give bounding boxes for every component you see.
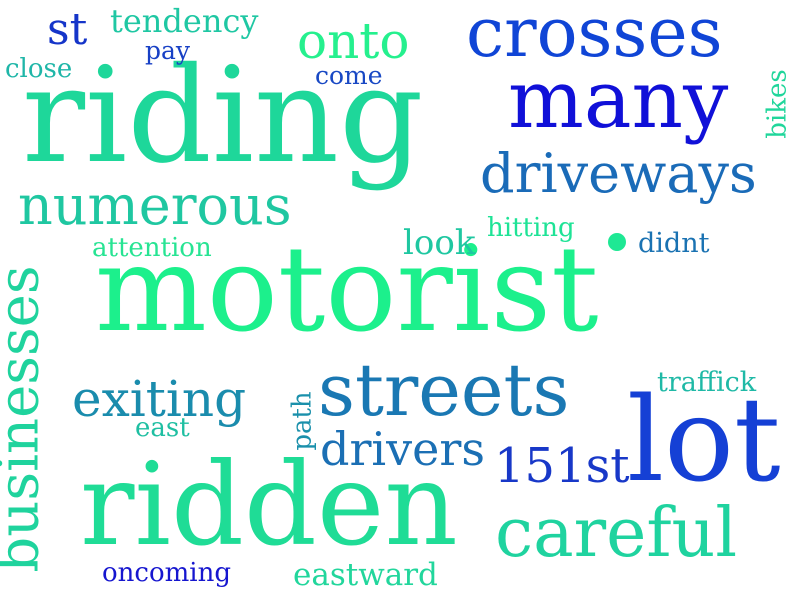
word-st: st	[47, 4, 88, 55]
word-traffick: traffick	[657, 367, 757, 398]
word-bikes: bikes	[762, 69, 793, 139]
word-come: come	[315, 61, 383, 90]
word-look: look	[403, 223, 476, 263]
word-crosses: crosses	[466, 0, 723, 73]
word-onto: onto	[297, 12, 410, 70]
word-tendency: tendency	[110, 2, 259, 40]
dot-mark	[608, 233, 626, 251]
word-driveways: driveways	[480, 142, 757, 205]
word-hitting: hitting	[487, 213, 575, 243]
word-pay: pay	[145, 36, 191, 65]
word-many: many	[508, 53, 729, 146]
word-riding: riding	[22, 39, 424, 193]
word-careful: careful	[495, 494, 738, 573]
word-didnt: didnt	[638, 228, 710, 259]
word-oncoming: oncoming	[102, 558, 231, 588]
word-attention: attention	[92, 233, 212, 263]
word-lot: lot	[627, 373, 781, 508]
word-motorist: motorist	[95, 220, 599, 358]
word-numerous: numerous	[18, 174, 292, 237]
word-exiting: exiting	[72, 370, 247, 428]
word-151st: 151st	[494, 438, 630, 494]
word-ridden: ridden	[80, 438, 458, 571]
word-streets: streets	[318, 348, 570, 432]
word-east: east	[135, 413, 190, 443]
word-close: close	[5, 54, 73, 84]
word-path: path	[287, 391, 318, 451]
word-drivers: drivers	[320, 422, 485, 476]
word-businesses: businesses	[0, 265, 52, 573]
word-eastward: eastward	[293, 557, 438, 593]
